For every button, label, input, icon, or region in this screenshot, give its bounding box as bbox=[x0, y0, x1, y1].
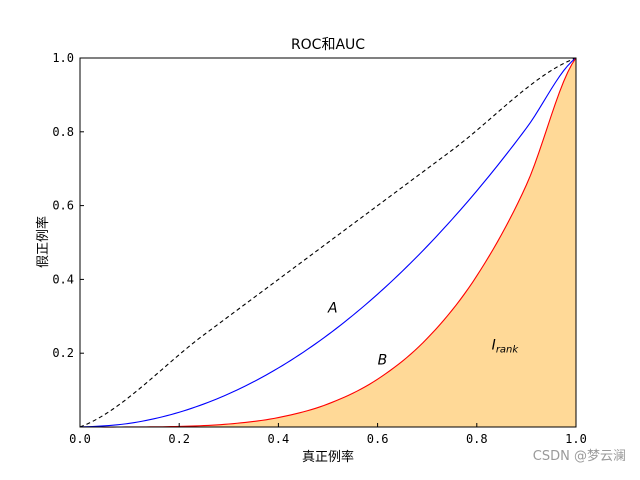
x-tick-label: 0.2 bbox=[168, 432, 190, 446]
x-axis-label: 真正例率 bbox=[302, 449, 354, 465]
y-tick-label: 0.6 bbox=[52, 199, 74, 213]
watermark: CSDN @梦云澜 bbox=[532, 449, 626, 464]
annotation-b: B bbox=[378, 352, 388, 368]
y-tick-label: 0.8 bbox=[52, 125, 74, 139]
y-tick-label: 1.0 bbox=[52, 51, 74, 65]
y-tick-label: 0.4 bbox=[52, 272, 74, 286]
annotation-a: A bbox=[327, 301, 338, 317]
annotation-subscript: rank bbox=[496, 345, 520, 356]
x-tick-label: 0.6 bbox=[367, 432, 389, 446]
area-fill-series-2 bbox=[80, 58, 576, 428]
x-tick-label: 0.4 bbox=[268, 432, 290, 446]
y-axis-label: 假正例率 bbox=[35, 216, 51, 268]
series-line-1 bbox=[79, 57, 577, 428]
x-tick-label: 0.0 bbox=[69, 432, 91, 446]
x-tick-label: 1.0 bbox=[565, 432, 587, 446]
x-tick-label: 0.8 bbox=[466, 432, 488, 446]
y-tick-label: 0.2 bbox=[52, 346, 74, 360]
series-line-0 bbox=[79, 57, 577, 428]
plot-frame bbox=[79, 57, 577, 428]
chart-title: ROC和AUC bbox=[291, 37, 365, 53]
